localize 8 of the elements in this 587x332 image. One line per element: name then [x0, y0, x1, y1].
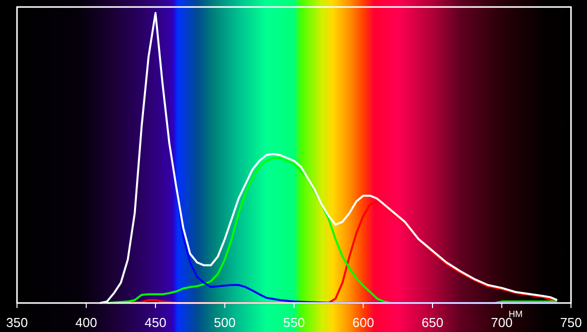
x-tick-label: 600 — [352, 315, 374, 330]
x-tick-label: 400 — [75, 315, 98, 330]
x-tick-label: 550 — [283, 315, 305, 330]
x-tick-label: 650 — [422, 315, 444, 330]
x-tick-label: 450 — [144, 315, 166, 330]
x-tick-label: 350 — [6, 315, 28, 330]
x-tick-label: 750 — [560, 315, 582, 330]
x-tick-label: 500 — [214, 315, 236, 330]
